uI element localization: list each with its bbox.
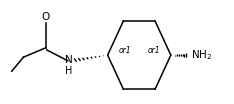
Text: H: H xyxy=(65,66,73,76)
Text: O: O xyxy=(41,12,50,22)
Text: N: N xyxy=(65,55,73,65)
Text: NH$_2$: NH$_2$ xyxy=(191,48,212,62)
Text: or1: or1 xyxy=(118,46,131,55)
Text: or1: or1 xyxy=(148,46,160,55)
